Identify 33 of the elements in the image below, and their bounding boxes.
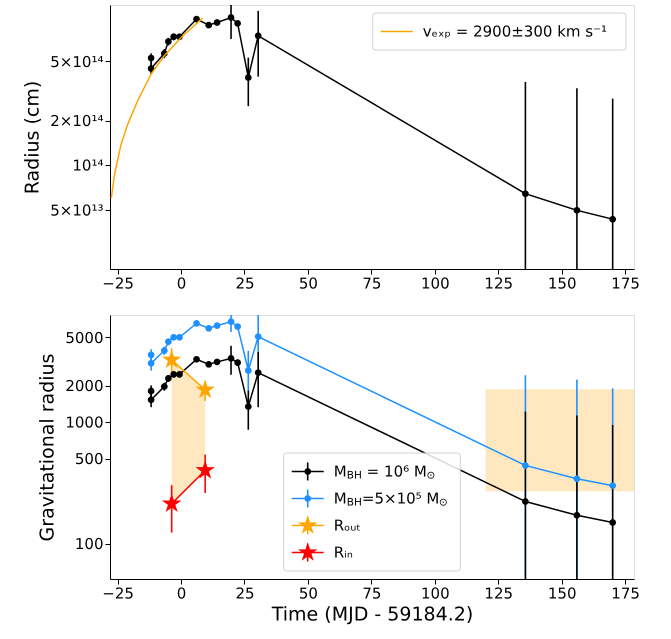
x-axis-title: Time (MJD - 59184.2) xyxy=(270,604,474,626)
x-tick-label: 175 xyxy=(611,584,640,602)
x-tick-label: 0 xyxy=(176,584,186,602)
x-tick-label: 125 xyxy=(484,584,514,602)
x-tick-label: 75 xyxy=(362,274,382,292)
x-tick-label: 150 xyxy=(548,274,576,292)
x-tick-label: 50 xyxy=(298,274,318,292)
y-tick-label: 1000 xyxy=(65,414,104,432)
x-tick-label: 75 xyxy=(362,584,382,602)
x-tick-label: −25 xyxy=(102,274,134,292)
x-tick-label: 175 xyxy=(611,274,640,292)
x-tick-label: 0 xyxy=(176,274,186,292)
legend-label: vₑₓₚ = 2900±300 km s⁻¹ xyxy=(422,22,608,40)
y-tick-label: 2000 xyxy=(65,377,104,396)
x-tick-label: 125 xyxy=(484,274,514,292)
y-tick-label: 5×10¹⁴ xyxy=(50,52,104,71)
y-axis-title: Radius (cm) xyxy=(21,80,44,194)
y-tick-label: 500 xyxy=(74,450,104,468)
y-tick-label: 5×10¹³ xyxy=(50,201,104,220)
x-tick-label: 25 xyxy=(235,584,255,602)
x-tick-label: 100 xyxy=(420,584,450,602)
y-tick-label: 10¹⁴ xyxy=(72,156,104,175)
x-tick-label: 25 xyxy=(235,274,255,292)
x-tick-label: 50 xyxy=(298,584,318,602)
x-tick-label: 150 xyxy=(548,584,576,602)
y-tick-label: 5000 xyxy=(65,328,104,347)
legend-label: Rᵢₙ xyxy=(334,544,353,562)
y-axis-title: Gravitational radius xyxy=(36,354,58,542)
x-tick-label: −25 xyxy=(102,584,134,602)
y-tick-label: 2×10¹⁴ xyxy=(50,112,104,130)
y-tick-label: 100 xyxy=(74,535,104,554)
legend-label: Rₒᵤₜ xyxy=(334,516,361,534)
x-tick-label: 100 xyxy=(420,274,450,292)
